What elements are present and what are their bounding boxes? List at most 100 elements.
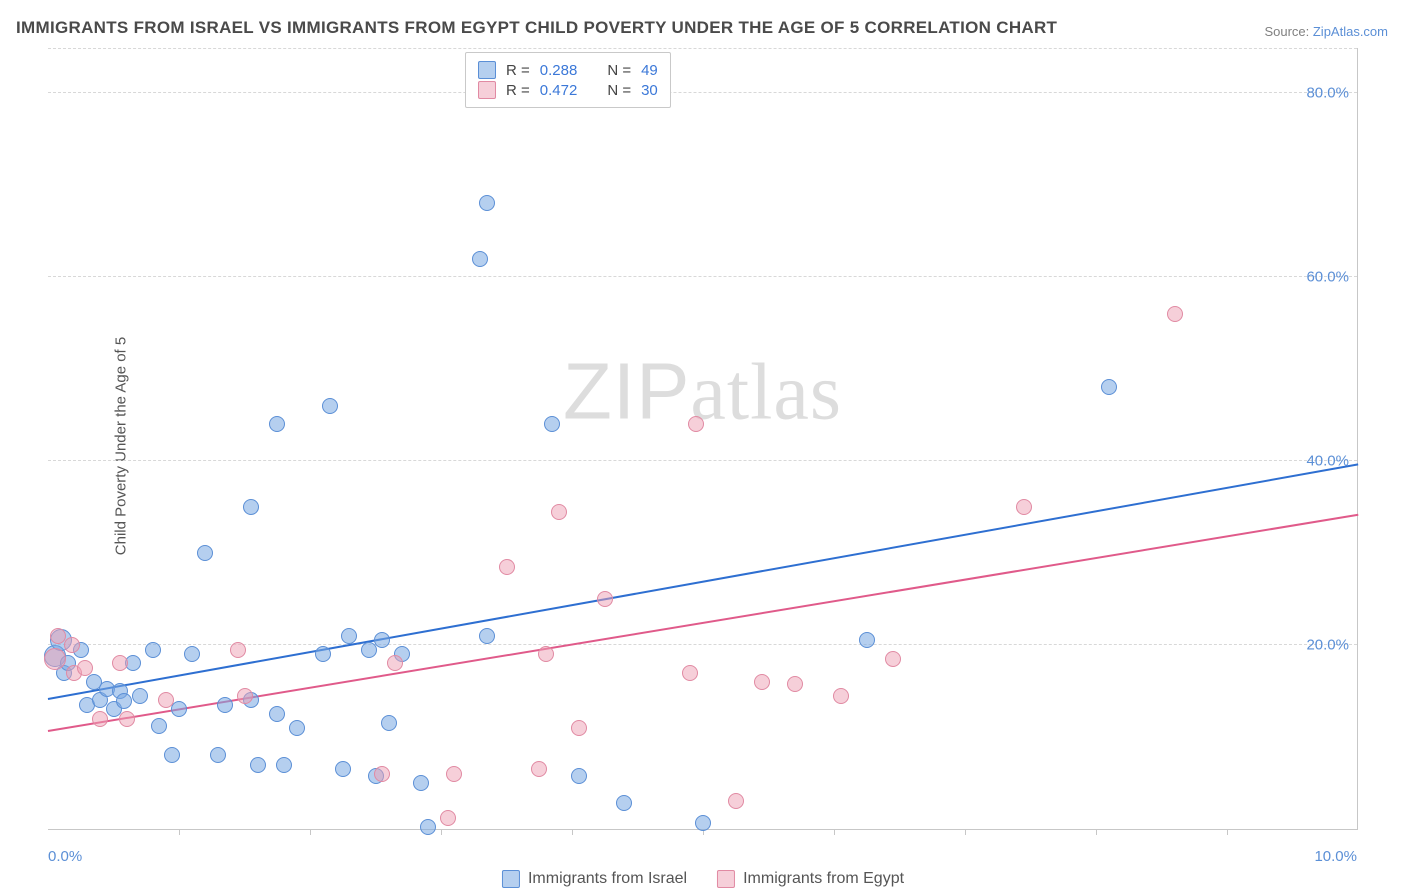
swatch-egypt [717, 870, 735, 888]
n-label: N = [607, 82, 631, 99]
data-point-egypt [833, 688, 849, 704]
legend-row-israel: R = 0.288 N = 49 [478, 61, 658, 79]
data-point-israel [171, 701, 187, 717]
data-point-egypt [112, 655, 128, 671]
data-point-egypt [682, 665, 698, 681]
n-label: N = [607, 62, 631, 79]
data-point-egypt [64, 637, 80, 653]
gridline [48, 460, 1357, 461]
data-point-egypt [92, 711, 108, 727]
r-value-israel: 0.288 [540, 62, 578, 79]
data-point-egypt [77, 660, 93, 676]
series-label-israel: Immigrants from Israel [528, 870, 687, 888]
data-point-israel [269, 416, 285, 432]
data-point-israel [335, 761, 351, 777]
swatch-egypt [478, 81, 496, 99]
swatch-israel [502, 870, 520, 888]
gridline [48, 92, 1357, 93]
data-point-israel [116, 693, 132, 709]
data-point-israel [269, 706, 285, 722]
y-tick-label: 20.0% [1306, 637, 1349, 654]
data-point-egypt [754, 674, 770, 690]
correlation-legend: R = 0.288 N = 49 R = 0.472 N = 30 [465, 52, 671, 108]
x-tick-label: 0.0% [48, 848, 82, 865]
r-label: R = [506, 82, 530, 99]
x-tick-mark [1096, 829, 1097, 835]
r-label: R = [506, 62, 530, 79]
legend-item-egypt: Immigrants from Egypt [717, 870, 904, 888]
data-point-egypt [446, 766, 462, 782]
x-tick-mark [310, 829, 311, 835]
data-point-israel [479, 195, 495, 211]
data-point-egypt [1167, 306, 1183, 322]
gridline [48, 48, 1357, 49]
x-tick-mark [572, 829, 573, 835]
data-point-israel [145, 642, 161, 658]
scatter-plot: ZIPatlas 20.0%40.0%60.0%80.0%0.0%10.0% [48, 48, 1358, 830]
data-point-egypt [1016, 499, 1032, 515]
legend-item-israel: Immigrants from Israel [502, 870, 687, 888]
data-point-israel [151, 718, 167, 734]
data-point-israel [322, 398, 338, 414]
data-point-israel [420, 819, 436, 835]
data-point-israel [695, 815, 711, 831]
data-point-israel [276, 757, 292, 773]
x-tick-mark [834, 829, 835, 835]
data-point-israel [479, 628, 495, 644]
n-value-egypt: 30 [641, 82, 658, 99]
data-point-egypt [885, 651, 901, 667]
data-point-egypt [531, 761, 547, 777]
data-point-egypt [787, 676, 803, 692]
data-point-egypt [499, 559, 515, 575]
data-point-israel [315, 646, 331, 662]
source-prefix: Source: [1264, 24, 1312, 39]
data-point-israel [571, 768, 587, 784]
data-point-egypt [387, 655, 403, 671]
data-point-israel [381, 715, 397, 731]
data-point-egypt [688, 416, 704, 432]
data-point-egypt [538, 646, 554, 662]
x-tick-label: 10.0% [1314, 848, 1357, 865]
data-point-israel [210, 747, 226, 763]
data-point-israel [1101, 379, 1117, 395]
data-point-egypt [728, 793, 744, 809]
r-value-egypt: 0.472 [540, 82, 578, 99]
series-label-egypt: Immigrants from Egypt [743, 870, 904, 888]
data-point-egypt [440, 810, 456, 826]
y-tick-label: 60.0% [1306, 269, 1349, 286]
data-point-egypt [237, 688, 253, 704]
source-attribution: Source: ZipAtlas.com [1264, 24, 1388, 39]
x-tick-mark [179, 829, 180, 835]
data-point-israel [859, 632, 875, 648]
gridline [48, 276, 1357, 277]
data-point-egypt [230, 642, 246, 658]
data-point-israel [544, 416, 560, 432]
data-point-israel [243, 499, 259, 515]
data-point-egypt [44, 648, 66, 670]
swatch-israel [478, 61, 496, 79]
data-point-israel [289, 720, 305, 736]
data-point-egypt [374, 766, 390, 782]
trend-line-israel [48, 463, 1358, 700]
data-point-egypt [571, 720, 587, 736]
data-point-israel [413, 775, 429, 791]
data-point-egypt [158, 692, 174, 708]
n-value-israel: 49 [641, 62, 658, 79]
data-point-egypt [551, 504, 567, 520]
data-point-israel [341, 628, 357, 644]
data-point-egypt [597, 591, 613, 607]
source-link[interactable]: ZipAtlas.com [1313, 24, 1388, 39]
data-point-israel [197, 545, 213, 561]
data-point-israel [374, 632, 390, 648]
data-point-egypt [119, 711, 135, 727]
legend-row-egypt: R = 0.472 N = 30 [478, 81, 658, 99]
x-tick-mark [1227, 829, 1228, 835]
data-point-israel [472, 251, 488, 267]
x-tick-mark [965, 829, 966, 835]
x-tick-mark [441, 829, 442, 835]
data-point-israel [217, 697, 233, 713]
chart-title: IMMIGRANTS FROM ISRAEL VS IMMIGRANTS FRO… [16, 18, 1057, 38]
data-point-israel [616, 795, 632, 811]
data-point-israel [132, 688, 148, 704]
data-point-israel [164, 747, 180, 763]
